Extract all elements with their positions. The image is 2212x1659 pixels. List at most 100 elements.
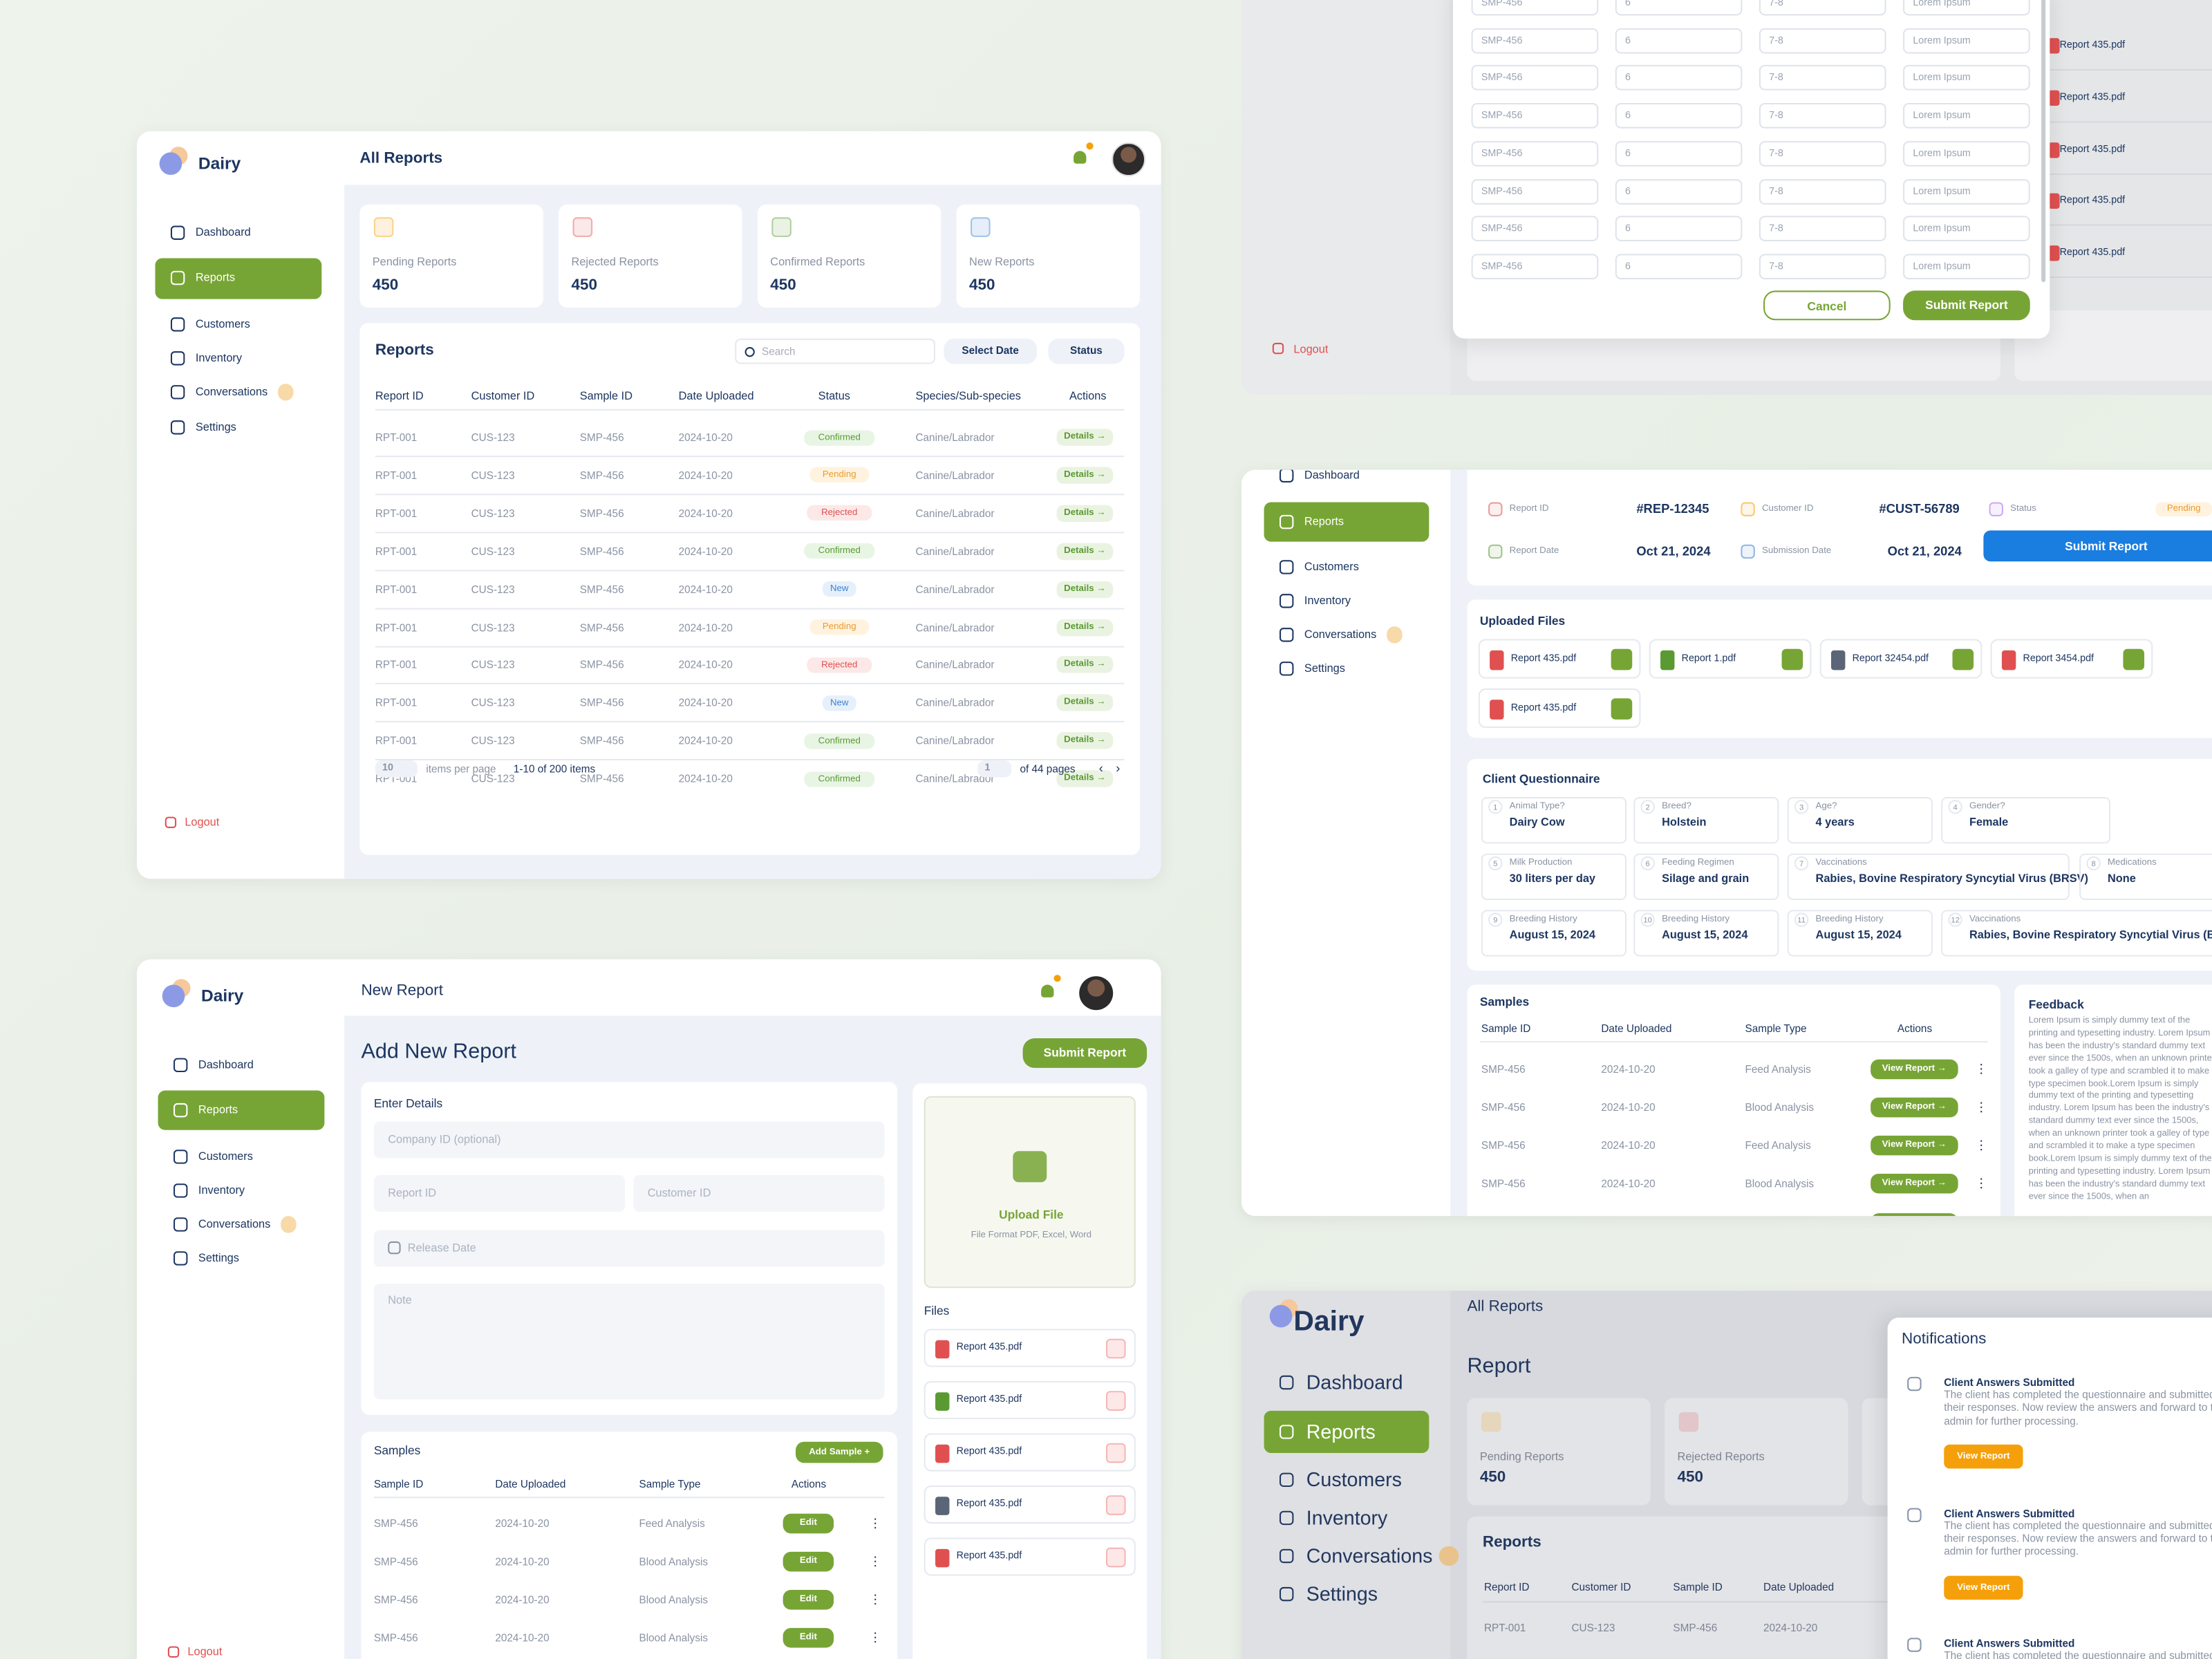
edit-button[interactable]: Edit — [782, 1551, 834, 1572]
cell: CUS-123 — [471, 772, 515, 785]
cell: CUS-123 — [471, 431, 515, 444]
nav-item[interactable]: Reports — [198, 1103, 238, 1116]
cell: 2024-10-20 — [678, 772, 733, 785]
row-line — [375, 721, 1125, 723]
nav-item[interactable]: Settings — [1306, 1582, 1378, 1605]
details-button[interactable]: Details → — [1056, 505, 1114, 522]
download — [1952, 648, 1974, 671]
notification-icon — [1907, 1507, 1922, 1522]
status-pill: Confirmed — [804, 543, 875, 559]
cancel-button[interactable]: Cancel — [1763, 290, 1891, 321]
nav-item[interactable]: Inventory — [198, 1183, 245, 1197]
details-button[interactable]: Details → — [1056, 770, 1114, 787]
cell: 2024-10-20 — [678, 734, 733, 747]
file-icon — [935, 1444, 950, 1463]
details-button[interactable]: Details → — [1056, 580, 1114, 598]
item-question: Vaccinations — [1815, 858, 1867, 868]
edit-button[interactable]: Edit — [782, 1513, 834, 1534]
page-select[interactable]: 1 — [977, 760, 1012, 778]
row-line — [375, 494, 1125, 496]
edit-button[interactable]: Edit — [782, 1589, 834, 1610]
details-button[interactable]: Details → — [1056, 429, 1114, 446]
modal-input: 7-8 — [1759, 178, 1886, 204]
nav-item[interactable]: Customers — [1306, 1468, 1402, 1491]
details-button[interactable]: Details → — [1056, 732, 1114, 750]
nav-item[interactable]: Conversations — [198, 1217, 271, 1231]
nav-item[interactable]: Inventory — [195, 351, 242, 364]
file-icon — [2001, 650, 2016, 671]
nav-item[interactable]: Customers — [1304, 560, 1359, 573]
modal-input: 7-8 — [1759, 28, 1886, 53]
cell: SMP-456 — [579, 469, 624, 482]
cell: SMP-456 — [579, 734, 624, 747]
item-question: Gender? — [1969, 801, 2005, 812]
cell: SMP-456 — [1673, 1621, 1718, 1635]
modal-input: SMP-456 — [1471, 65, 1599, 91]
nav-item[interactable]: Dashboard — [195, 225, 251, 239]
submit-button[interactable]: Submit Report — [1022, 1038, 1147, 1068]
details-button[interactable]: Details → — [1056, 618, 1114, 636]
row-line — [375, 759, 1125, 761]
nav-item[interactable]: Customers — [198, 1150, 253, 1163]
nav-item[interactable]: Dashboard — [1304, 469, 1360, 482]
nav-item[interactable]: Settings — [1304, 662, 1345, 675]
submit-button[interactable]: Submit Report — [1983, 530, 2212, 562]
column-header: Actions — [791, 1477, 827, 1491]
logout[interactable]: Logout — [185, 816, 220, 829]
icon — [1280, 1375, 1294, 1390]
status-filter[interactable]: Status — [1048, 338, 1125, 364]
details-button[interactable]: Details → — [1056, 694, 1114, 712]
badge — [1387, 626, 1403, 643]
add-sample[interactable]: Add Sample + — [796, 1441, 883, 1463]
status-pill[interactable]: Pending — [2155, 502, 2212, 516]
nav-item[interactable]: Customers — [195, 317, 250, 330]
company-input: Company ID (optional) — [373, 1121, 885, 1159]
details-button[interactable]: Details → — [1056, 543, 1114, 560]
details-button[interactable]: Details → — [1056, 656, 1114, 674]
view-report-button[interactable]: View Report → — [1871, 1173, 1958, 1194]
view-report-button[interactable]: View Report → — [1871, 1135, 1958, 1156]
details-button[interactable]: Details → — [1056, 467, 1114, 484]
nav-active[interactable] — [1264, 1410, 1430, 1454]
nav-item[interactable]: Conversations — [1304, 628, 1377, 641]
notification-body: The client has completed the questionnai… — [1944, 1649, 2212, 1659]
nav-item[interactable]: Settings — [198, 1251, 239, 1264]
view-report-button[interactable]: View Report → — [1871, 1059, 1958, 1080]
view-report-button[interactable]: View Report — [1944, 1575, 2023, 1600]
side-file: Report 435.pdf — [2059, 196, 2126, 207]
nav-item[interactable]: Reports — [1306, 1420, 1376, 1443]
per-page[interactable]: 10 — [375, 760, 418, 778]
file-name: Report 435.pdf — [956, 1342, 1022, 1353]
modal-input: SMP-456 — [1471, 140, 1599, 167]
header-line — [1482, 1601, 2212, 1603]
submit-button[interactable]: Submit Report — [1903, 290, 2030, 321]
brand: Dairy — [201, 986, 244, 1006]
nav-item[interactable]: Conversations — [1306, 1544, 1433, 1567]
item-box — [1633, 853, 1779, 901]
file-chip: Report 3454.pdf — [1990, 639, 2153, 679]
date-filter[interactable]: Select Date — [944, 338, 1037, 364]
icon — [165, 816, 177, 828]
kebab: ⋮ — [869, 1592, 882, 1606]
nav-item[interactable]: Conversations — [195, 385, 268, 398]
nav-item[interactable]: Settings — [195, 420, 236, 433]
nav-item[interactable]: Reports — [195, 271, 236, 284]
nav-item[interactable]: Reports — [1304, 515, 1344, 528]
kebab: ⋮ — [1975, 1061, 1988, 1076]
cell: 2024-10-20 — [1601, 1177, 1656, 1190]
cell: Canine/Labrador — [915, 431, 995, 444]
item-question: Breeding History — [1815, 914, 1884, 924]
nav-item[interactable]: Inventory — [1304, 594, 1351, 607]
view-report-button[interactable]: View Report → — [1871, 1097, 1958, 1118]
nav-item[interactable]: Dashboard — [1306, 1370, 1403, 1394]
icon — [174, 1217, 187, 1232]
logout[interactable]: Logout — [187, 1645, 223, 1658]
icon — [1280, 628, 1293, 642]
modal-screen: Logout Report 435.pdf Report 435.pdf Report… — [1241, 0, 2212, 395]
nav-active[interactable] — [1264, 502, 1430, 542]
modal-input: 7-8 — [1759, 216, 1886, 242]
view-report-button[interactable]: View Report — [1944, 1444, 2023, 1469]
nav-item[interactable]: Dashboard — [198, 1058, 254, 1071]
nav-item[interactable]: Inventory — [1306, 1506, 1388, 1529]
edit-button[interactable]: Edit — [782, 1628, 834, 1648]
